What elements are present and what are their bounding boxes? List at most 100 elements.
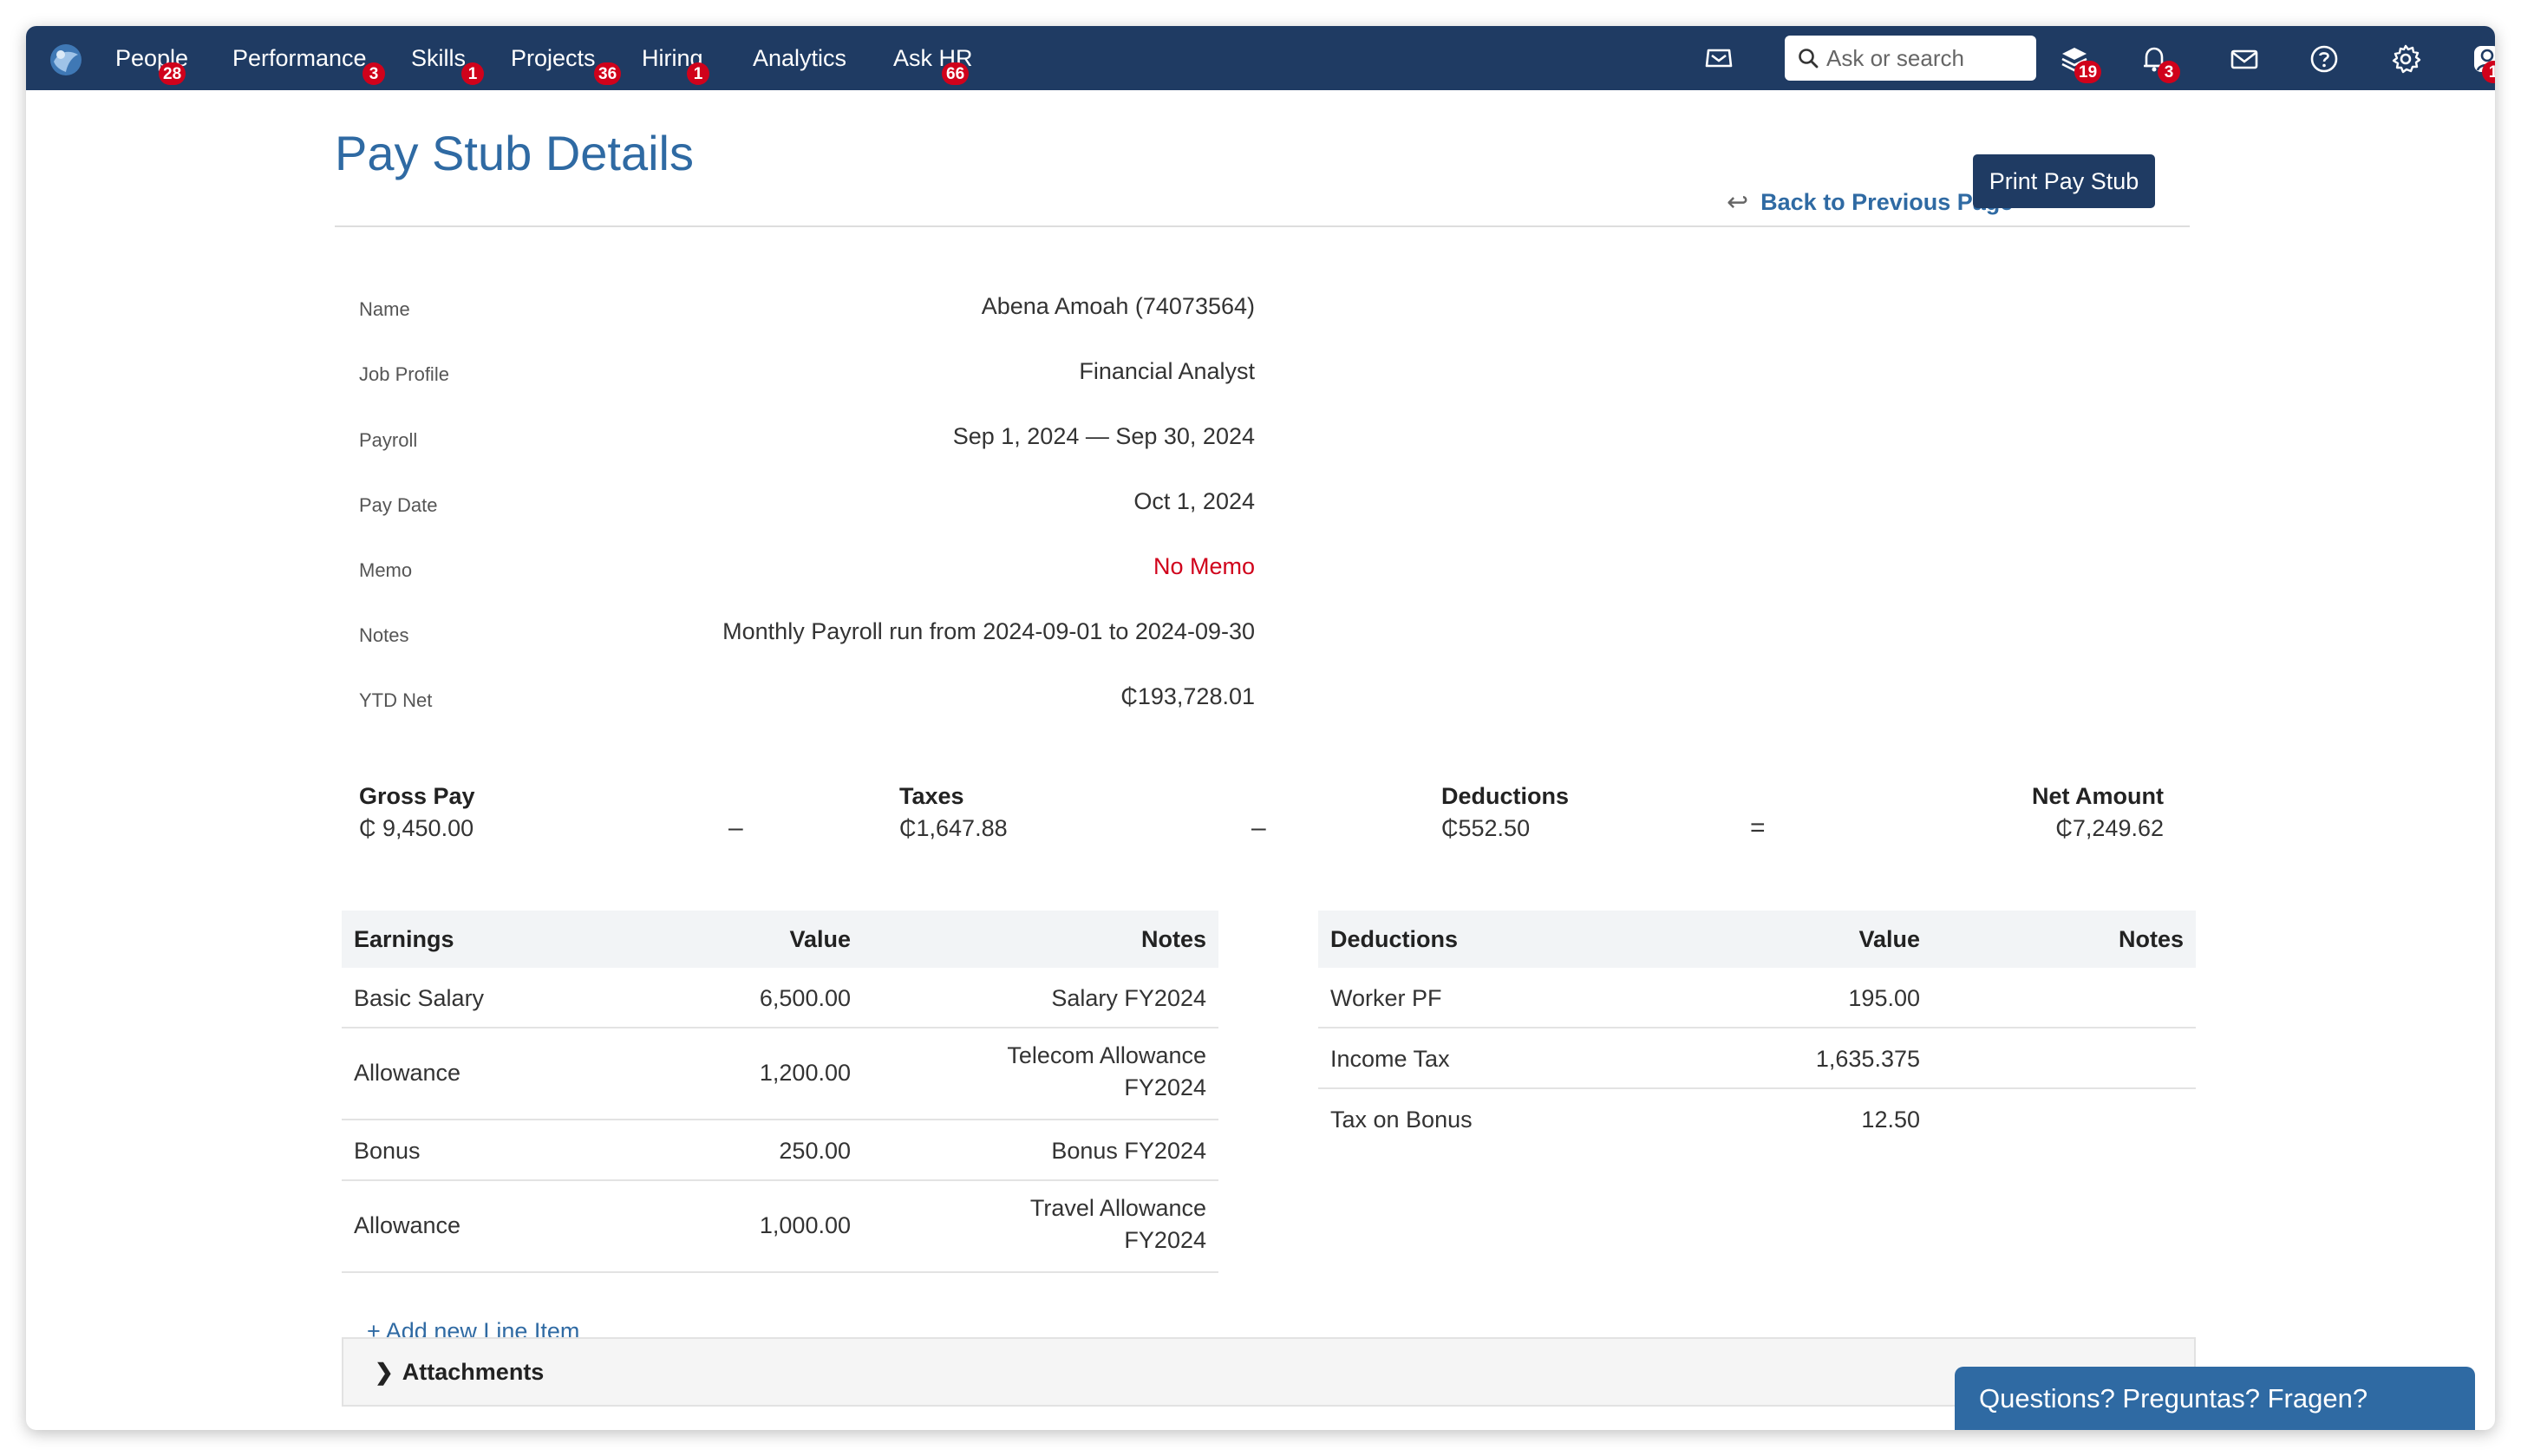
earning-notes: Bonus FY2024 [1051, 1138, 1206, 1164]
net-amount-value: ₵7,249.62 [2055, 815, 2164, 841]
logo-icon[interactable] [49, 42, 83, 77]
back-link-label: Back to Previous Page [1760, 189, 2014, 215]
nav-skills-badge: 1 [461, 62, 484, 85]
divider [335, 225, 2190, 227]
earnings-header-value: Value [789, 925, 851, 952]
nav-skills[interactable]: Skills 1 [411, 26, 484, 90]
inbox-tray-icon[interactable] [1703, 43, 1734, 75]
help-chat-button[interactable]: Questions? Preguntas? Fragen? [1955, 1367, 2475, 1430]
nav-hiring-badge: 1 [687, 62, 709, 85]
gross-pay-value: ₵ 9,450.00 [359, 815, 474, 841]
earning-value: 250.00 [779, 1138, 851, 1164]
back-arrow-icon: ↩ [1727, 188, 1749, 217]
net-amount-label: Net Amount [2032, 783, 2164, 809]
nav-analytics[interactable]: Analytics [753, 26, 846, 90]
field-label-name: Name [359, 298, 410, 320]
notifications-badge: 3 [2158, 61, 2180, 83]
minus-operator: – [1251, 813, 1266, 842]
minus-operator: – [728, 813, 743, 842]
nav-ask-hr[interactable]: Ask HR 66 [893, 26, 973, 90]
field-value-job-profile: Financial Analyst [1079, 358, 1255, 384]
deduction-name: Income Tax [1330, 1046, 1450, 1072]
top-nav: People 28 Performance 3 Skills 1 Project… [26, 26, 2495, 90]
field-value-memo: No Memo [1153, 553, 1255, 579]
nav-performance-label: Performance [232, 44, 367, 71]
earning-value: 1,200.00 [759, 1060, 851, 1086]
field-label-job-profile: Job Profile [359, 363, 449, 385]
learning-badge: 19 [2074, 61, 2102, 83]
table-row: Bonus 250.00 Bonus FY2024 [342, 1120, 1218, 1181]
field-value-payroll: Sep 1, 2024 — Sep 30, 2024 [952, 423, 1255, 449]
search-box[interactable] [1785, 36, 2036, 81]
earnings-table: Earnings Value Notes Basic Salary 6,500.… [342, 911, 1218, 1283]
chevron-right-icon: ❯ [375, 1358, 394, 1385]
deductions-header-value: Value [1858, 925, 1920, 952]
table-row: Tax on Bonus 12.50 [1318, 1089, 2196, 1150]
table-row: Allowance 1,000.00 Travel Allowance FY20… [342, 1181, 1218, 1273]
attachments-toggle[interactable]: ❯ Attachments [342, 1337, 2196, 1407]
deduction-value: 1,635.375 [1815, 1046, 1920, 1072]
earning-name: Allowance [354, 1060, 461, 1086]
nav-projects-badge: 36 [594, 62, 622, 85]
nav-ask-hr-badge: 66 [942, 62, 970, 85]
nav-performance[interactable]: Performance 3 [232, 26, 385, 90]
earning-notes: Salary FY2024 [1051, 985, 1206, 1011]
field-label-pay-date: Pay Date [359, 494, 438, 516]
nav-people[interactable]: People 28 [115, 26, 188, 90]
earning-notes-line2: FY2024 [1124, 1074, 1206, 1100]
page-title: Pay Stub Details [335, 126, 694, 180]
deductions-header-notes: Notes [2118, 925, 2184, 952]
field-label-notes: Notes [359, 624, 409, 646]
profile-icon[interactable]: 1 [2472, 43, 2495, 83]
field-value-name: Abena Amoah (74073564) [981, 293, 1255, 319]
nav-projects[interactable]: Projects 36 [511, 26, 622, 90]
table-row: Basic Salary 6,500.00 Salary FY2024 [342, 968, 1218, 1028]
deductions-label: Deductions [1441, 783, 1570, 809]
earning-notes-line2: FY2024 [1124, 1227, 1206, 1253]
gear-icon[interactable] [2390, 43, 2421, 75]
nav-analytics-label: Analytics [753, 44, 847, 71]
learning-icon[interactable]: 19 [2059, 43, 2102, 83]
earning-name: Basic Salary [354, 985, 485, 1011]
attachments-label: Attachments [402, 1358, 545, 1385]
deductions-table: Deductions Value Notes Worker PF 195.00 … [1318, 911, 2196, 1133]
field-value-ytd-net: ₵193,728.01 [1120, 683, 1255, 709]
earnings-header-name: Earnings [354, 925, 454, 952]
help-chat-label: Questions? Preguntas? Fragen? [1979, 1382, 2368, 1414]
earning-notes: Telecom Allowance [1007, 1042, 1206, 1068]
search-input[interactable] [1826, 44, 2034, 72]
deductions-table-header [1318, 911, 2196, 968]
earning-name: Bonus [354, 1138, 421, 1164]
nav-skills-label: Skills [411, 44, 467, 71]
table-row: Worker PF 195.00 [1318, 968, 2196, 1028]
field-label-memo: Memo [359, 559, 413, 581]
field-label-ytd-net: YTD Net [359, 689, 433, 711]
app-window: People 28 Performance 3 Skills 1 Project… [26, 26, 2495, 1430]
nav-projects-label: Projects [511, 44, 596, 71]
taxes-label: Taxes [899, 783, 964, 809]
bell-icon[interactable]: 3 [2139, 43, 2180, 83]
nav-hiring[interactable]: Hiring 1 [642, 26, 709, 90]
earnings-header-notes: Notes [1140, 925, 1206, 952]
deductions-header-name: Deductions [1330, 925, 1459, 952]
search-icon [1799, 49, 1819, 69]
help-icon[interactable] [2309, 43, 2340, 75]
deduction-value: 195.00 [1848, 985, 1920, 1011]
earning-value: 6,500.00 [759, 985, 851, 1011]
table-row: Income Tax 1,635.375 [1318, 1028, 2196, 1089]
nav-performance-badge: 3 [362, 62, 385, 85]
equals-operator: = [1750, 813, 1766, 842]
deductions-value: ₵552.50 [1441, 815, 1531, 841]
profile-badge: 1 [2482, 61, 2495, 83]
back-link[interactable]: ↩ Back to Previous Page [1727, 187, 2013, 218]
nav-people-badge: 28 [159, 62, 186, 85]
print-pay-stub-button[interactable]: Print Pay Stub [1973, 154, 2155, 208]
earnings-table-header [342, 911, 1218, 968]
mail-icon[interactable] [2229, 43, 2260, 75]
earning-value: 1,000.00 [759, 1212, 851, 1238]
gross-pay-label: Gross Pay [359, 783, 475, 809]
deduction-name: Worker PF [1330, 985, 1442, 1011]
table-row: Allowance 1,200.00 Telecom Allowance FY2… [342, 1028, 1218, 1120]
field-value-notes: Monthly Payroll run from 2024-09-01 to 2… [722, 618, 1255, 644]
earning-notes: Travel Allowance [1029, 1195, 1206, 1221]
